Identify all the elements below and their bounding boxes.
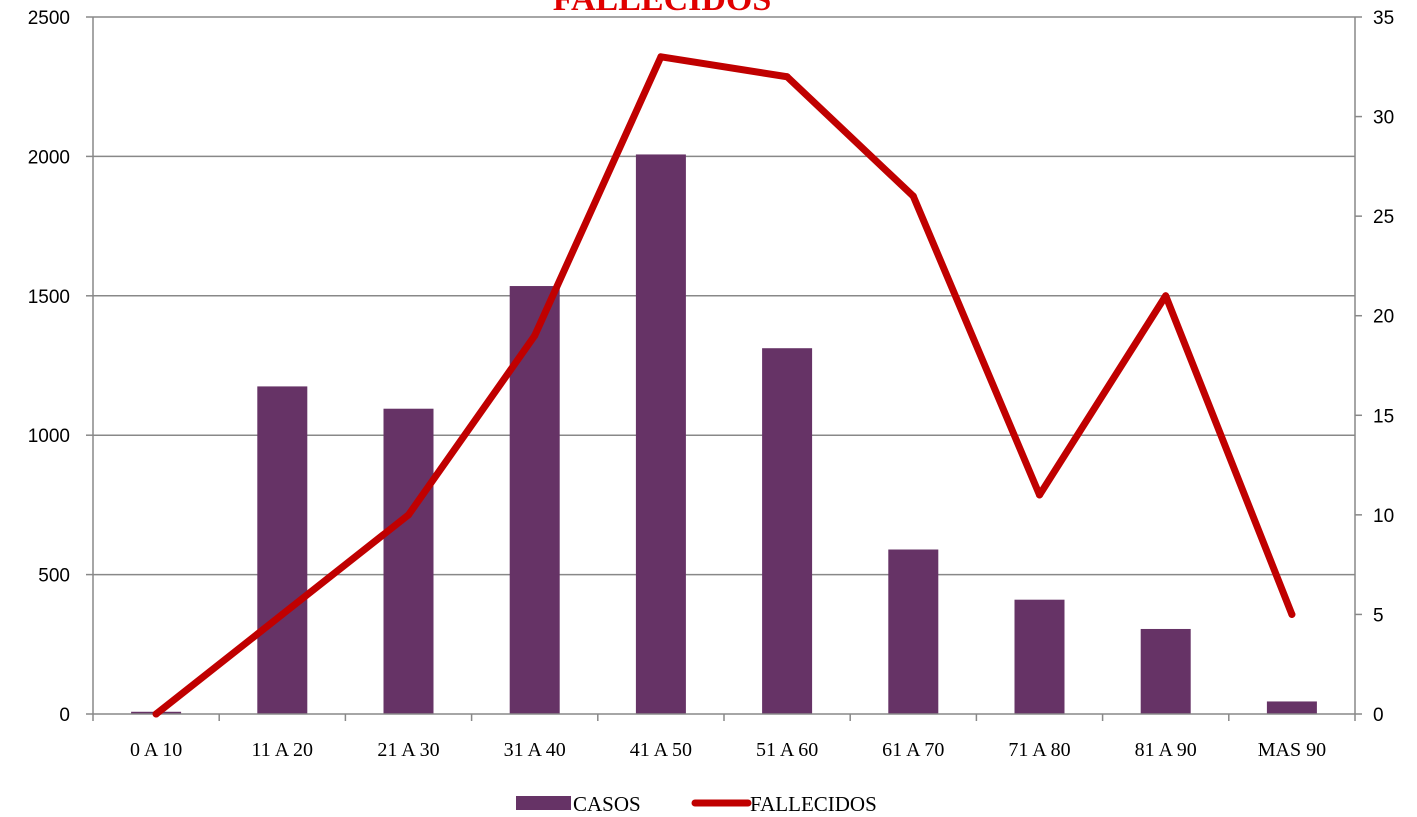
chart-title: FALLECIDOS xyxy=(553,0,772,18)
point-fallecidos xyxy=(657,53,665,61)
category-label: 61 A 70 xyxy=(882,739,944,761)
bar-casos xyxy=(1266,701,1317,714)
right-tick-label: 25 xyxy=(1373,207,1394,228)
left-tick-label: 1000 xyxy=(28,426,70,447)
category-label: 81 A 90 xyxy=(1135,739,1197,761)
category-label: 51 A 60 xyxy=(756,739,818,761)
right-axis-ticks: 0 5 10 15 20 25 30 35 xyxy=(1355,8,1394,726)
point-fallecidos xyxy=(278,610,286,618)
right-tick-label: 5 xyxy=(1373,605,1384,626)
legend: CASOS FALLECIDOS xyxy=(516,792,877,816)
left-tick-label: 1500 xyxy=(28,287,70,308)
right-tick-label: 10 xyxy=(1373,506,1394,527)
bar-casos xyxy=(888,549,939,714)
right-tick-label: 35 xyxy=(1373,8,1394,29)
category-labels: 0 A 10 11 A 20 21 A 30 31 A 40 41 A 50 51 A 6… xyxy=(130,739,1326,761)
point-fallecidos xyxy=(152,710,160,718)
category-label: 41 A 50 xyxy=(630,739,692,761)
axes xyxy=(92,17,1356,721)
bar-casos xyxy=(635,154,686,715)
category-label: MAS 90 xyxy=(1258,739,1326,761)
category-label: 21 A 30 xyxy=(377,739,439,761)
category-label: 11 A 20 xyxy=(252,739,314,761)
category-label: 71 A 80 xyxy=(1008,739,1070,761)
bar-casos xyxy=(509,286,560,714)
bar-casos xyxy=(1014,599,1065,714)
left-tick-label: 2000 xyxy=(28,147,70,168)
point-fallecidos xyxy=(1036,491,1043,499)
right-tick-label: 15 xyxy=(1373,406,1394,427)
line-series-fallecidos xyxy=(152,53,1296,718)
right-tick-label: 0 xyxy=(1373,705,1384,726)
line-fallecidos xyxy=(152,53,1296,718)
left-axis-ticks: 0 500 1000 1500 2000 2500 xyxy=(28,8,93,726)
right-tick-label: 30 xyxy=(1373,108,1394,129)
category-label: 31 A 40 xyxy=(504,739,566,761)
legend-label-casos: CASOS xyxy=(573,792,641,816)
legend-label-fallecidos: FALLECIDOS xyxy=(750,792,877,816)
point-fallecidos xyxy=(783,73,791,81)
bar-casos xyxy=(762,348,813,714)
category-label: 0 A 10 xyxy=(130,739,182,761)
bar-series-casos xyxy=(131,154,1317,715)
left-tick-label: 2500 xyxy=(28,8,70,29)
point-fallecidos xyxy=(1288,610,1296,618)
bar-casos xyxy=(1140,628,1191,714)
bar-casos xyxy=(257,386,308,714)
legend-swatch-casos xyxy=(516,796,571,810)
left-tick-label: 0 xyxy=(59,705,70,726)
left-tick-label: 500 xyxy=(38,566,70,587)
point-fallecidos xyxy=(909,192,917,200)
point-fallecidos xyxy=(405,511,412,519)
point-fallecidos xyxy=(531,332,539,340)
point-fallecidos xyxy=(1162,292,1170,300)
bar-casos xyxy=(383,408,434,714)
right-tick-label: 20 xyxy=(1373,307,1394,328)
